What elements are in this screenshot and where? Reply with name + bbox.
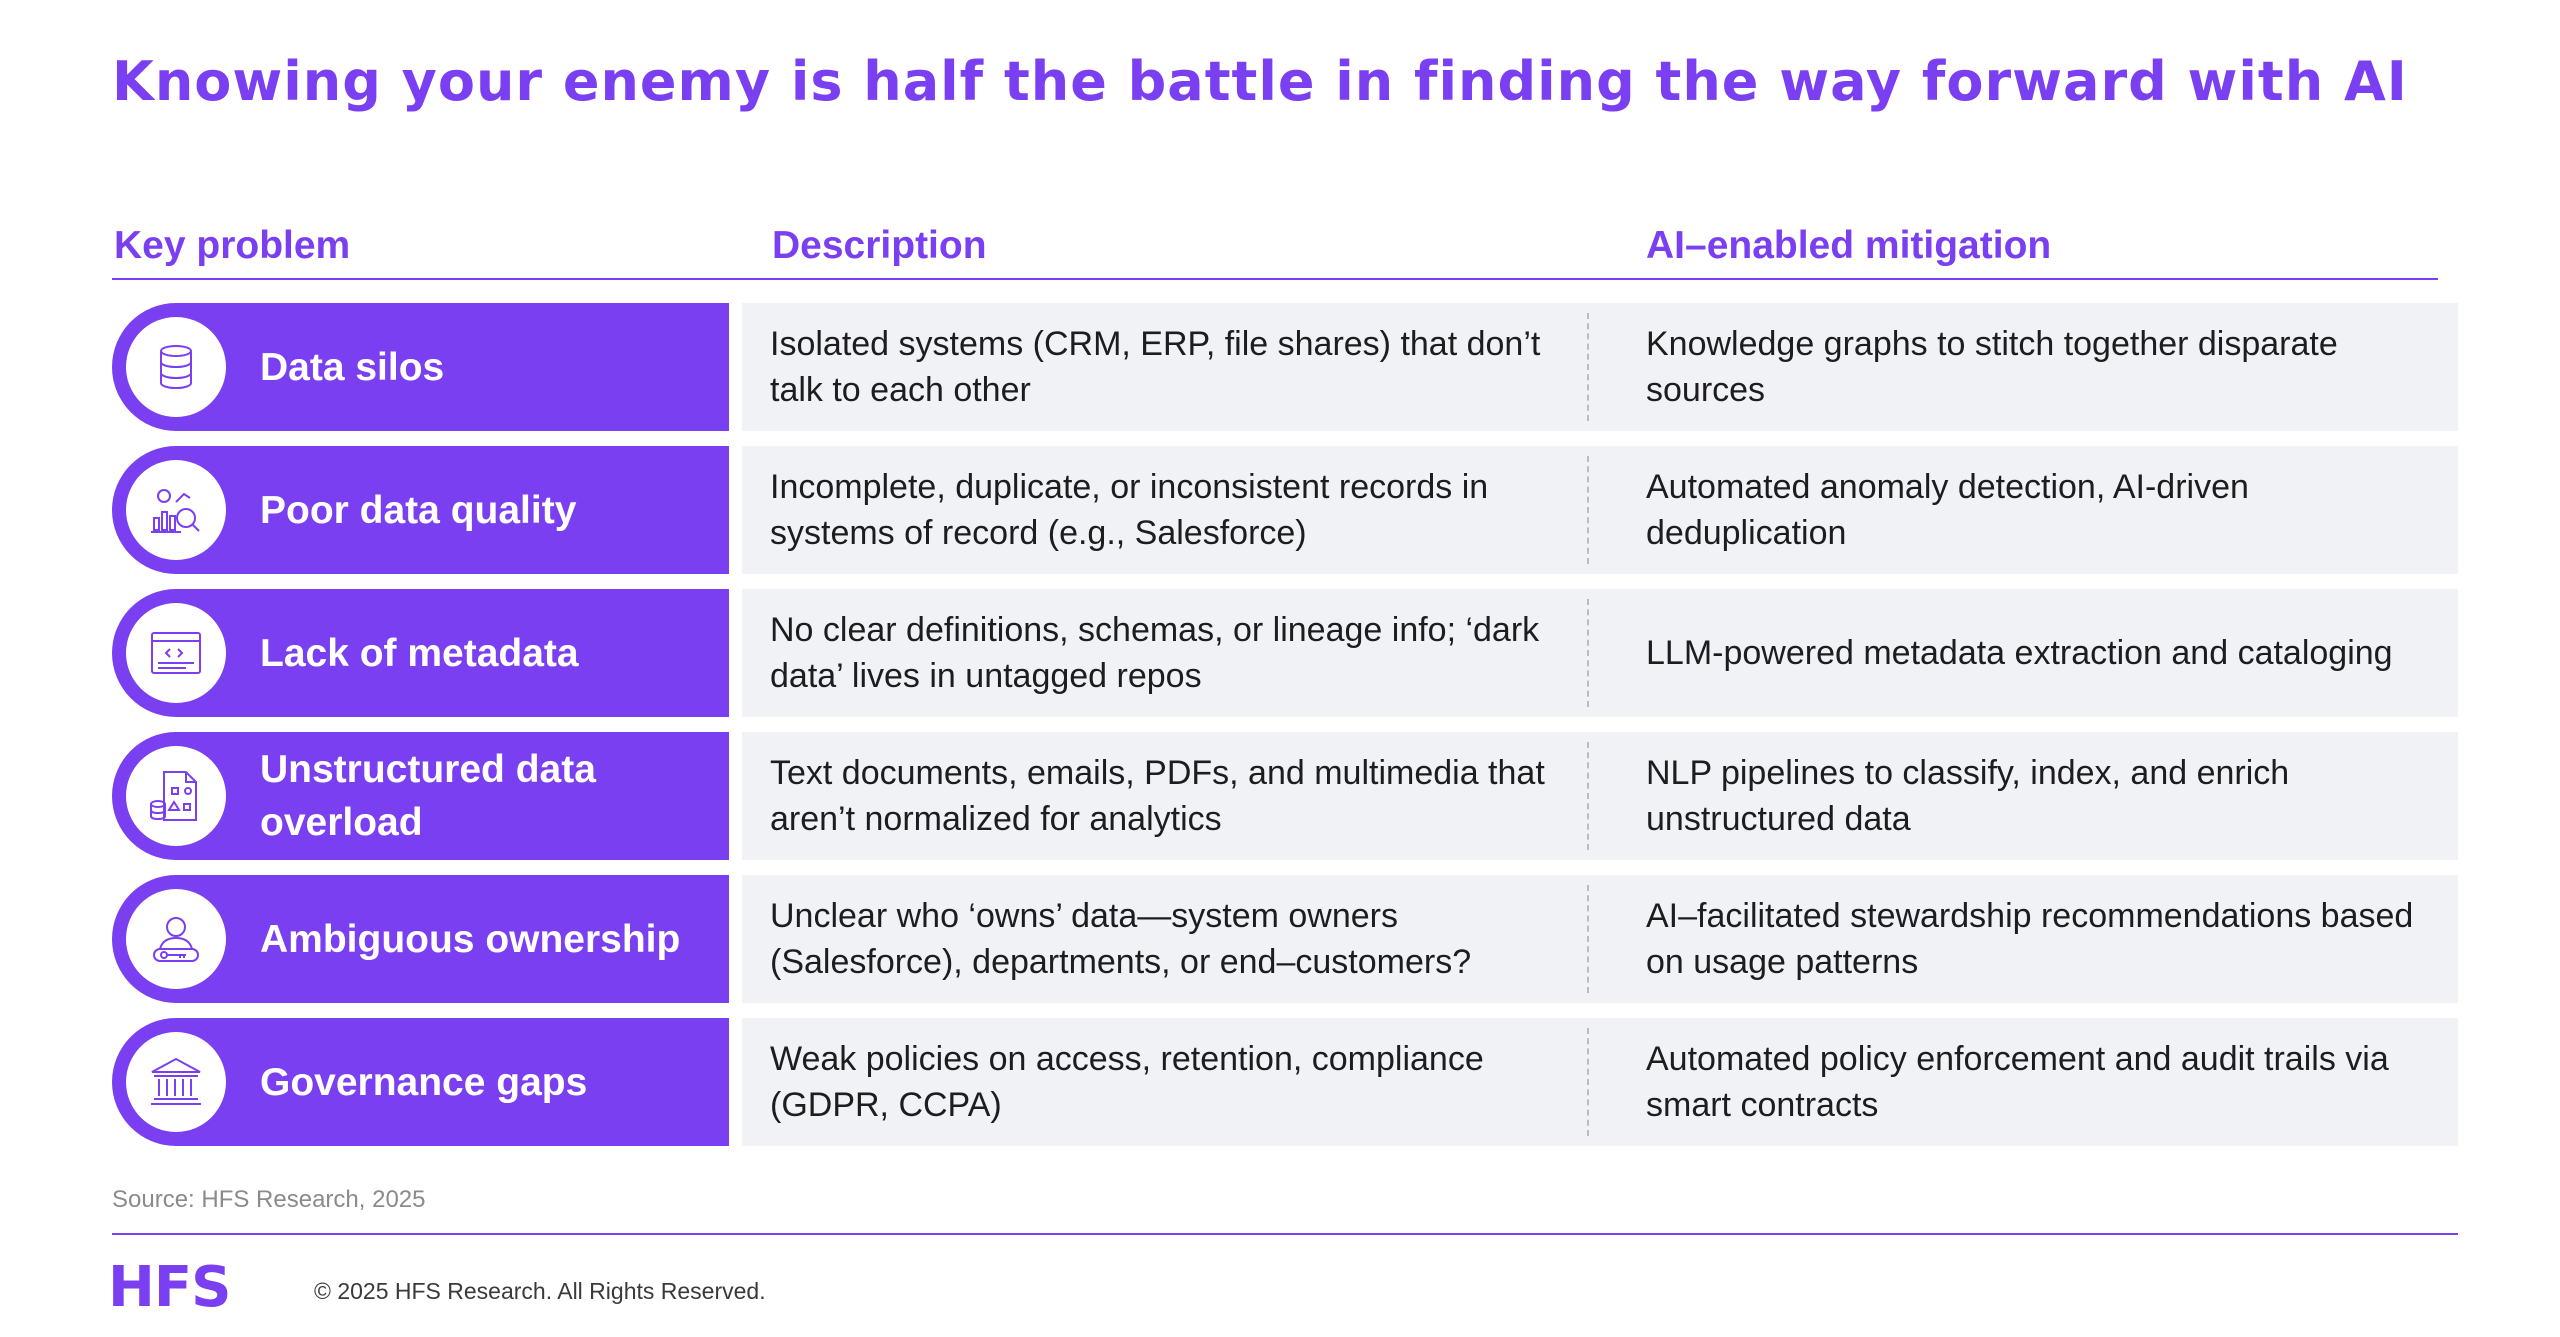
column-divider <box>1587 456 1589 564</box>
problem-cell: Data silos <box>112 303 729 431</box>
mitigation-text: Automated anomaly detection, AI-driven d… <box>1646 468 2249 552</box>
problem-label: Ambiguous ownership <box>260 917 681 961</box>
problem-cell: Poor data quality <box>112 446 729 574</box>
description-text: Weak policies on access, retention, comp… <box>770 1040 1484 1124</box>
description-text: Isolated systems (CRM, ERP, file shares)… <box>770 325 1541 409</box>
problem-cell: Governance gaps <box>112 1018 729 1146</box>
detail-cell: Incomplete, duplicate, or inconsistent r… <box>742 446 2458 574</box>
mitigation-text: Automated policy enforcement and audit t… <box>1646 1040 2389 1124</box>
data-inspection-icon <box>126 460 226 560</box>
column-divider <box>1587 885 1589 993</box>
description-text: Unclear who ‘owns’ data—system owners (S… <box>770 897 1472 981</box>
hfs-logo: HFS <box>108 1255 231 1320</box>
footer-divider <box>112 1233 2458 1235</box>
mitigation-text: NLP pipelines to classify, index, and en… <box>1646 754 2290 838</box>
problem-label: Data silos <box>260 345 445 389</box>
copyright-text: © 2025 HFS Research. All Rights Reserved… <box>314 1278 766 1304</box>
problem-cell: Unstructured data overload <box>112 732 729 860</box>
column-header-problem: Key problem <box>114 224 351 267</box>
table-row: Unstructured data overload Text document… <box>112 732 2458 860</box>
institution-icon <box>126 1032 226 1132</box>
code-window-icon <box>126 603 226 703</box>
database-icon <box>126 317 226 417</box>
table-row: Poor data quality Incomplete, duplicate,… <box>112 446 2458 574</box>
description-text: No clear definitions, schemas, or lineag… <box>770 611 1540 695</box>
problem-label: Poor data quality <box>260 488 577 532</box>
unstructured-document-icon <box>126 746 226 846</box>
detail-cell: Text documents, emails, PDFs, and multim… <box>742 732 2458 860</box>
page-title: Knowing your enemy is half the battle in… <box>112 50 2408 113</box>
table-header: Key problem Description AI–enabled mitig… <box>112 222 2438 280</box>
column-header-mitigation: AI–enabled mitigation <box>1646 224 2052 267</box>
detail-cell: Weak policies on access, retention, comp… <box>742 1018 2458 1146</box>
problem-label: Lack of metadata <box>260 631 579 675</box>
problem-label: Unstructured data overload <box>260 748 596 844</box>
user-key-icon <box>126 889 226 989</box>
table-row: Ambiguous ownership Unclear who ‘owns’ d… <box>112 875 2458 1003</box>
source-note: Source: HFS Research, 2025 <box>112 1186 426 1213</box>
detail-cell: No clear definitions, schemas, or lineag… <box>742 589 2458 717</box>
column-header-description: Description <box>772 224 987 267</box>
mitigation-text: LLM-powered metadata extraction and cata… <box>1646 634 2393 672</box>
table-row: Governance gaps Weak policies on access,… <box>112 1018 2458 1146</box>
detail-cell: Unclear who ‘owns’ data—system owners (S… <box>742 875 2458 1003</box>
detail-cell: Isolated systems (CRM, ERP, file shares)… <box>742 303 2458 431</box>
table-row: Lack of metadata No clear definitions, s… <box>112 589 2458 717</box>
problem-cell: Ambiguous ownership <box>112 875 729 1003</box>
mitigation-text: AI–facilitated stewardship recommendatio… <box>1646 897 2414 981</box>
description-text: Text documents, emails, PDFs, and multim… <box>770 754 1545 838</box>
mitigation-text: Knowledge graphs to stitch together disp… <box>1646 325 2338 409</box>
description-text: Incomplete, duplicate, or inconsistent r… <box>770 468 1489 552</box>
column-divider <box>1587 599 1589 707</box>
problem-label: Governance gaps <box>260 1060 588 1104</box>
column-divider <box>1587 313 1589 421</box>
table-row: Data silos Isolated systems (CRM, ERP, f… <box>112 303 2458 431</box>
column-divider <box>1587 742 1589 850</box>
problem-cell: Lack of metadata <box>112 589 729 717</box>
column-divider <box>1587 1028 1589 1136</box>
